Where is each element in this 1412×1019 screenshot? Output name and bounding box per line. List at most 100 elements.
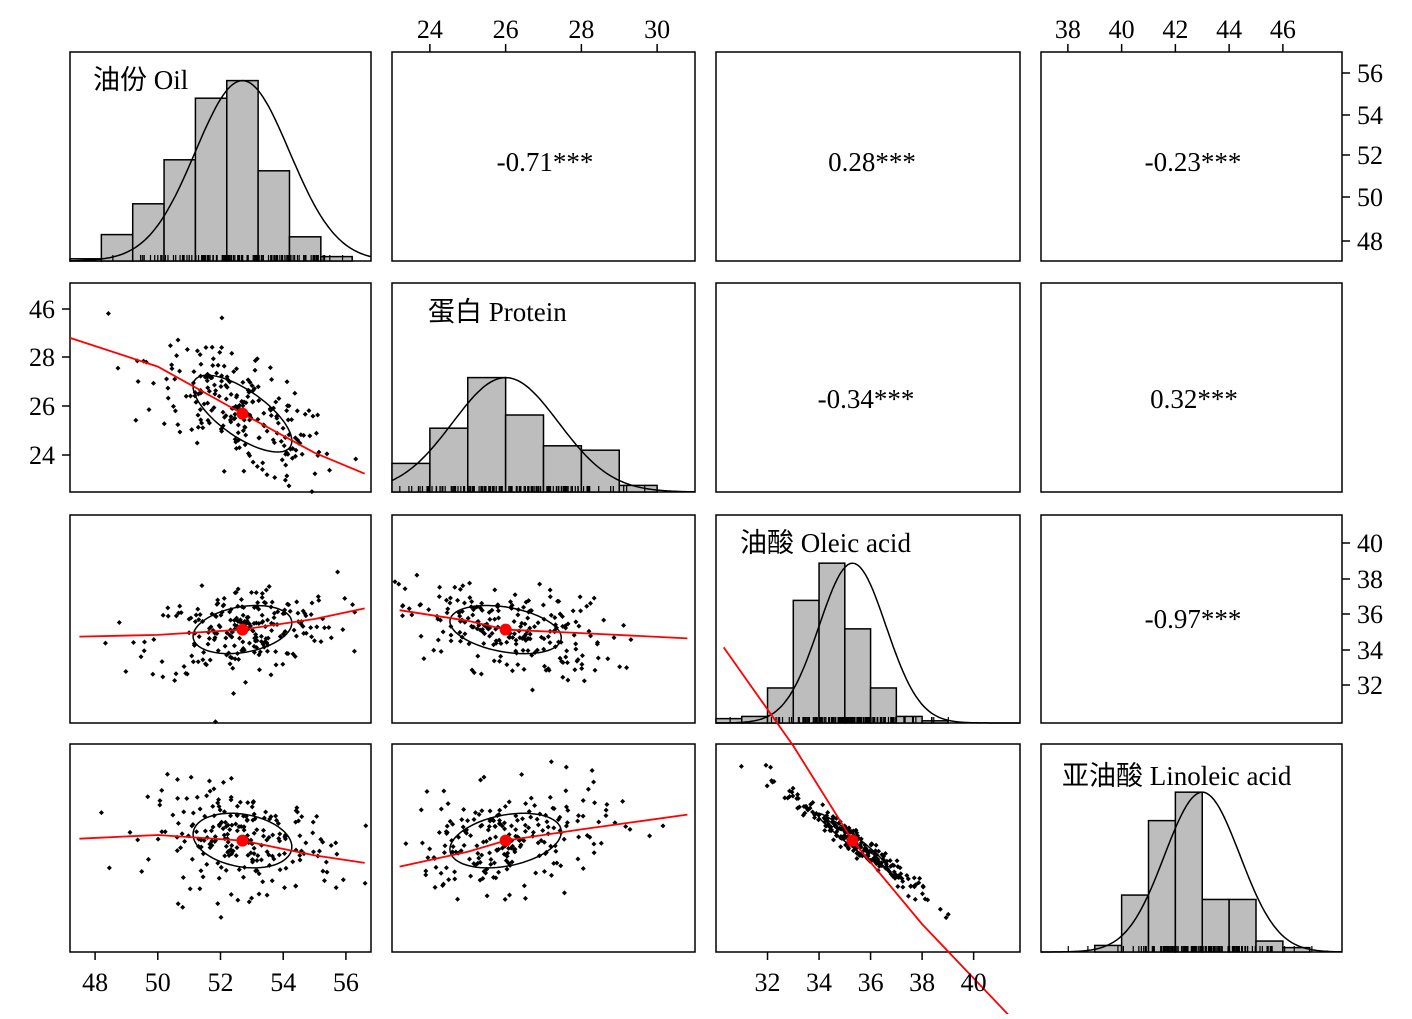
scatter-point (258, 857, 264, 863)
scatter-point (437, 584, 443, 590)
scatter-point (483, 838, 489, 844)
scatter-point (527, 631, 533, 637)
scatter-point (432, 884, 438, 890)
scatter-point (254, 827, 260, 833)
scatter-point (254, 464, 260, 470)
scatter-point (297, 852, 303, 858)
scatter-point (228, 391, 234, 397)
scatter-point (581, 678, 587, 684)
scatter-point (945, 911, 951, 917)
scatter-point (316, 597, 322, 603)
scatter-point (541, 663, 547, 669)
scatter-point (326, 625, 332, 631)
scatter-point (523, 637, 529, 643)
scatter-point (281, 885, 287, 891)
scatter-point (276, 852, 282, 858)
scatter-point (433, 864, 439, 870)
scatter-point (917, 875, 923, 881)
scatter-point (591, 841, 597, 847)
scatter-point (887, 858, 893, 864)
scatter-point (201, 649, 207, 655)
scatter-point (247, 379, 253, 385)
scatter-point (216, 393, 222, 399)
scatter-point (483, 870, 489, 876)
scatter-point (548, 872, 554, 878)
scatter-point (492, 587, 498, 593)
scatter-point (303, 840, 309, 846)
scatter-point (246, 621, 252, 627)
scatter-point (191, 369, 197, 375)
scatter-point (850, 828, 856, 834)
scatter-point (825, 818, 831, 824)
scatter-point (873, 842, 879, 848)
scatter-point (210, 803, 216, 809)
hist-bar-oleic (844, 628, 872, 724)
scatter-point (218, 612, 224, 618)
scatter-point (553, 848, 559, 854)
scatter-point (825, 810, 831, 816)
scatter-point (195, 424, 201, 430)
scatter-point (493, 834, 499, 840)
scatter-point (462, 631, 468, 637)
scatter-point (145, 856, 151, 862)
scatter-point (882, 850, 888, 856)
scatter-point (215, 901, 221, 907)
scatter-point (252, 367, 258, 373)
scatter-point (251, 845, 257, 851)
scatter-point (194, 794, 200, 800)
scatter-point (471, 624, 477, 630)
title-linoleic: 亚油酸 Linoleic acid (1062, 761, 1292, 791)
concentration-ellipse (449, 812, 563, 869)
scatter-point (286, 602, 292, 608)
scatter-point (457, 629, 463, 635)
scatter-point (534, 816, 540, 822)
scatter-point (264, 892, 270, 898)
scatter-point (280, 661, 286, 667)
scatter-point (543, 667, 549, 673)
scatter-point (445, 606, 451, 612)
scatter-point (236, 656, 242, 662)
scatter-point (573, 619, 579, 625)
scatter-point (207, 788, 213, 794)
scatter-point (575, 856, 581, 862)
scatter-point (130, 640, 136, 646)
scatter-point (474, 843, 480, 849)
scatter-point (513, 813, 519, 819)
scatter-point (318, 639, 324, 645)
mean-point (499, 834, 512, 847)
scatter-point (340, 627, 346, 633)
scatter-point (211, 786, 217, 792)
scatter-point (485, 827, 491, 833)
concentration-ellipse (816, 812, 889, 869)
scatter-point (203, 345, 209, 351)
scatter-point (216, 622, 222, 628)
scatter-point (611, 635, 617, 641)
scatter-point (206, 388, 212, 394)
scatter-point (205, 400, 211, 406)
scatter-point (293, 447, 299, 453)
scatter-point (472, 810, 478, 816)
scatter-point (495, 608, 501, 614)
scatter-point (215, 648, 221, 654)
tick-label-oleic-right: 32 (1357, 671, 1383, 700)
scatter-point (492, 824, 498, 830)
tick-label-oil-right: 50 (1357, 183, 1383, 212)
panel-1-3 (1040, 282, 1343, 493)
scatter-point (237, 617, 243, 623)
scatter-point (241, 468, 247, 474)
scatter-point (310, 819, 316, 825)
scatter-point (141, 648, 147, 654)
scatter-point (541, 646, 547, 652)
scatter-point (489, 630, 495, 636)
scatter-point (253, 632, 259, 638)
scatter-point (178, 845, 184, 851)
scatter-point (263, 600, 269, 606)
concentration-ellipse (449, 604, 563, 655)
scatter-point (278, 438, 284, 444)
scatter-point (175, 422, 181, 428)
tick-label-oil-right: 54 (1357, 101, 1383, 130)
scatter-point (242, 424, 248, 430)
scatter-point (521, 838, 527, 844)
scatter-point (920, 884, 926, 890)
scatter-point (525, 648, 531, 654)
